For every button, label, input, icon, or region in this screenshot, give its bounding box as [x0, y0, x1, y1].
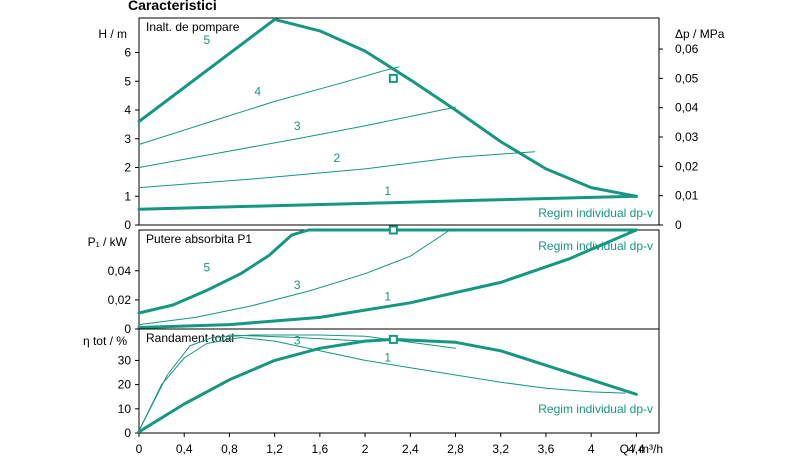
series-line-1: [137, 194, 638, 211]
x-axis-label: Q / m³/h: [620, 442, 663, 456]
y-tick-label: 30: [118, 353, 132, 367]
mode-label: Regim individual dp-v: [538, 402, 653, 416]
curve-label-3: 3: [294, 278, 301, 292]
x-tick-label: 2,4: [402, 442, 419, 456]
x-tick-label: 3,2: [492, 442, 509, 456]
x-tick-label: 2,8: [447, 442, 464, 456]
x-tick-label: 0,4: [176, 442, 193, 456]
series-line-5: [137, 17, 638, 198]
y-tick-label: 0: [124, 322, 131, 336]
x-tick-label: 0: [136, 442, 143, 456]
mode-label: Regim individual dp-v: [538, 239, 653, 253]
series-line-4: [138, 66, 400, 145]
y-tick-label: 1: [124, 189, 131, 203]
series-line-1: [138, 334, 456, 432]
x-tick-label: 2: [362, 442, 369, 456]
y2-tick-label: 0,04: [675, 101, 699, 115]
y2-tick-label: 0,03: [675, 130, 699, 144]
chart-title: Caracteristici: [128, 0, 217, 13]
curve-label-5: 5: [203, 260, 210, 274]
x-tick-label: 4: [588, 442, 595, 456]
series-line-3: [138, 229, 451, 326]
x-tick-label: 0,8: [221, 442, 238, 456]
x-tick-label: 1,2: [266, 442, 283, 456]
y-tick-label: 2: [124, 161, 131, 175]
y-tick-label: 3: [124, 132, 131, 146]
curve-label-2: 2: [333, 151, 340, 165]
series-line-5: [137, 337, 638, 434]
y-tick-label: 20: [118, 378, 132, 392]
y-tick-label: 5: [124, 74, 131, 88]
y2-tick-label: 0,01: [675, 189, 699, 203]
curve-label-3: 3: [294, 334, 301, 348]
curve-label-5: 5: [203, 33, 210, 47]
operating-point-marker: [388, 73, 398, 83]
y-axis-label: η tot / %: [83, 334, 127, 348]
curve-label-1: 1: [384, 351, 391, 365]
panel-frame: [138, 328, 660, 434]
operating-point-marker: [388, 334, 398, 344]
series-line-3: [138, 106, 456, 168]
curve-label-3: 3: [294, 119, 301, 133]
y2-axis-label: Δp / MPa: [675, 27, 725, 41]
curve-label-1: 1: [384, 290, 391, 304]
y-tick-label: 10: [118, 402, 132, 416]
x-tick-label: 4,4: [628, 442, 645, 456]
series-line-2: [138, 151, 536, 189]
y-tick-label: 0: [124, 426, 131, 440]
y2-tick-label: 0: [675, 218, 682, 232]
panel-frame: [138, 17, 660, 226]
operating-point-marker: [388, 225, 398, 235]
series-line-1: [137, 228, 638, 329]
series-line-3: [138, 337, 626, 432]
curve-label-4: 4: [254, 85, 261, 99]
x-tick-label: 1,6: [312, 442, 329, 456]
panel-title: Inalt. de pompare: [146, 20, 240, 34]
mode-label: Regim individual dp-v: [538, 206, 653, 220]
y-tick-label: 4: [124, 103, 131, 117]
panel-title: Putere absorbita P1: [146, 232, 252, 246]
y-tick-label: 0: [124, 218, 131, 232]
y-axis-label: H / m: [98, 27, 127, 41]
x-tick-label: 3,6: [538, 442, 555, 456]
y-tick-label: 0,04: [108, 264, 132, 278]
y2-tick-label: 0,06: [675, 42, 699, 56]
series-line-aux: [228, 334, 366, 342]
y-tick-label: 0,02: [108, 293, 132, 307]
series-line-5: [137, 228, 638, 315]
y2-tick-label: 0,02: [675, 159, 699, 173]
y2-tick-label: 0,05: [675, 71, 699, 85]
y-tick-label: 6: [124, 46, 131, 60]
curve-label-1: 1: [384, 184, 391, 198]
y-axis-label: P₁ / kW: [88, 235, 128, 249]
panel-title: Randament total: [146, 331, 234, 345]
